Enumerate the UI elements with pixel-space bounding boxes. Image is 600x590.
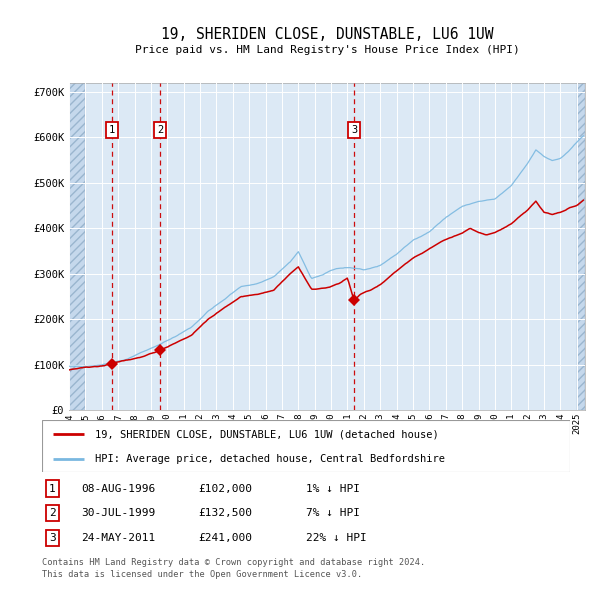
Bar	[69, 83, 85, 410]
Text: 1% ↓ HPI: 1% ↓ HPI	[306, 484, 360, 493]
Text: 24-MAY-2011: 24-MAY-2011	[81, 533, 155, 543]
Text: HPI: Average price, detached house, Central Bedfordshire: HPI: Average price, detached house, Cent…	[95, 454, 445, 464]
Bar	[69, 83, 85, 410]
Text: £102,000: £102,000	[198, 484, 252, 493]
Text: 1: 1	[109, 125, 115, 135]
Text: 19, SHERIDEN CLOSE, DUNSTABLE, LU6 1UW (detached house): 19, SHERIDEN CLOSE, DUNSTABLE, LU6 1UW (…	[95, 429, 439, 439]
Text: Price paid vs. HM Land Registry's House Price Index (HPI): Price paid vs. HM Land Registry's House …	[134, 45, 520, 54]
Text: 1: 1	[49, 484, 56, 493]
Text: 3: 3	[49, 533, 56, 543]
Text: £241,000: £241,000	[198, 533, 252, 543]
Text: 3: 3	[351, 125, 357, 135]
Bar	[577, 83, 585, 410]
Text: This data is licensed under the Open Government Licence v3.0.: This data is licensed under the Open Gov…	[42, 570, 362, 579]
Text: Contains HM Land Registry data © Crown copyright and database right 2024.: Contains HM Land Registry data © Crown c…	[42, 558, 425, 567]
Text: 19, SHERIDEN CLOSE, DUNSTABLE, LU6 1UW: 19, SHERIDEN CLOSE, DUNSTABLE, LU6 1UW	[161, 27, 493, 42]
Text: 2: 2	[49, 509, 56, 518]
Text: 08-AUG-1996: 08-AUG-1996	[81, 484, 155, 493]
Text: 2: 2	[157, 125, 164, 135]
Text: 7% ↓ HPI: 7% ↓ HPI	[306, 509, 360, 518]
Text: 22% ↓ HPI: 22% ↓ HPI	[306, 533, 367, 543]
Bar	[577, 83, 585, 410]
Text: 30-JUL-1999: 30-JUL-1999	[81, 509, 155, 518]
Text: £132,500: £132,500	[198, 509, 252, 518]
